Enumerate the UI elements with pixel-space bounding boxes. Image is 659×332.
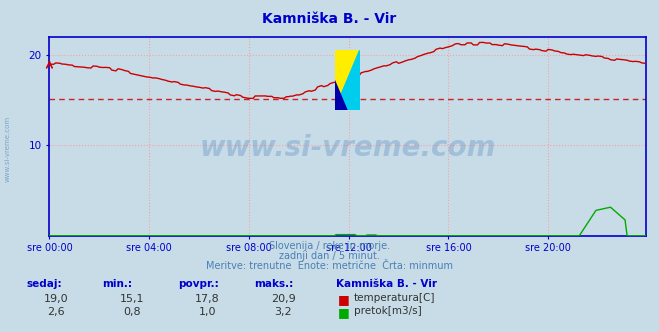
Text: temperatura[C]: temperatura[C] bbox=[354, 293, 436, 303]
Text: ■: ■ bbox=[337, 306, 349, 319]
Text: 19,0: 19,0 bbox=[43, 294, 69, 304]
Text: 1,0: 1,0 bbox=[199, 307, 216, 317]
Polygon shape bbox=[335, 50, 360, 110]
Text: 15,1: 15,1 bbox=[119, 294, 144, 304]
Text: 3,2: 3,2 bbox=[275, 307, 292, 317]
Text: 2,6: 2,6 bbox=[47, 307, 65, 317]
Text: maks.:: maks.: bbox=[254, 279, 293, 289]
Polygon shape bbox=[335, 50, 360, 110]
Text: pretok[m3/s]: pretok[m3/s] bbox=[354, 306, 422, 316]
Text: sedaj:: sedaj: bbox=[26, 279, 62, 289]
Text: Kamniška B. - Vir: Kamniška B. - Vir bbox=[336, 279, 437, 289]
Text: min.:: min.: bbox=[102, 279, 132, 289]
Text: 17,8: 17,8 bbox=[195, 294, 220, 304]
Polygon shape bbox=[335, 80, 347, 110]
Text: 0,8: 0,8 bbox=[123, 307, 140, 317]
Text: Slovenija / reke in morje.: Slovenija / reke in morje. bbox=[269, 241, 390, 251]
Text: Meritve: trenutne  Enote: metrične  Črta: minmum: Meritve: trenutne Enote: metrične Črta: … bbox=[206, 261, 453, 271]
Text: ■: ■ bbox=[337, 293, 349, 306]
Text: Kamniška B. - Vir: Kamniška B. - Vir bbox=[262, 12, 397, 26]
Text: povpr.:: povpr.: bbox=[178, 279, 219, 289]
Text: zadnji dan / 5 minut.: zadnji dan / 5 minut. bbox=[279, 251, 380, 261]
Text: 20,9: 20,9 bbox=[271, 294, 296, 304]
Text: www.si-vreme.com: www.si-vreme.com bbox=[200, 134, 496, 162]
Text: www.si-vreme.com: www.si-vreme.com bbox=[5, 116, 11, 183]
